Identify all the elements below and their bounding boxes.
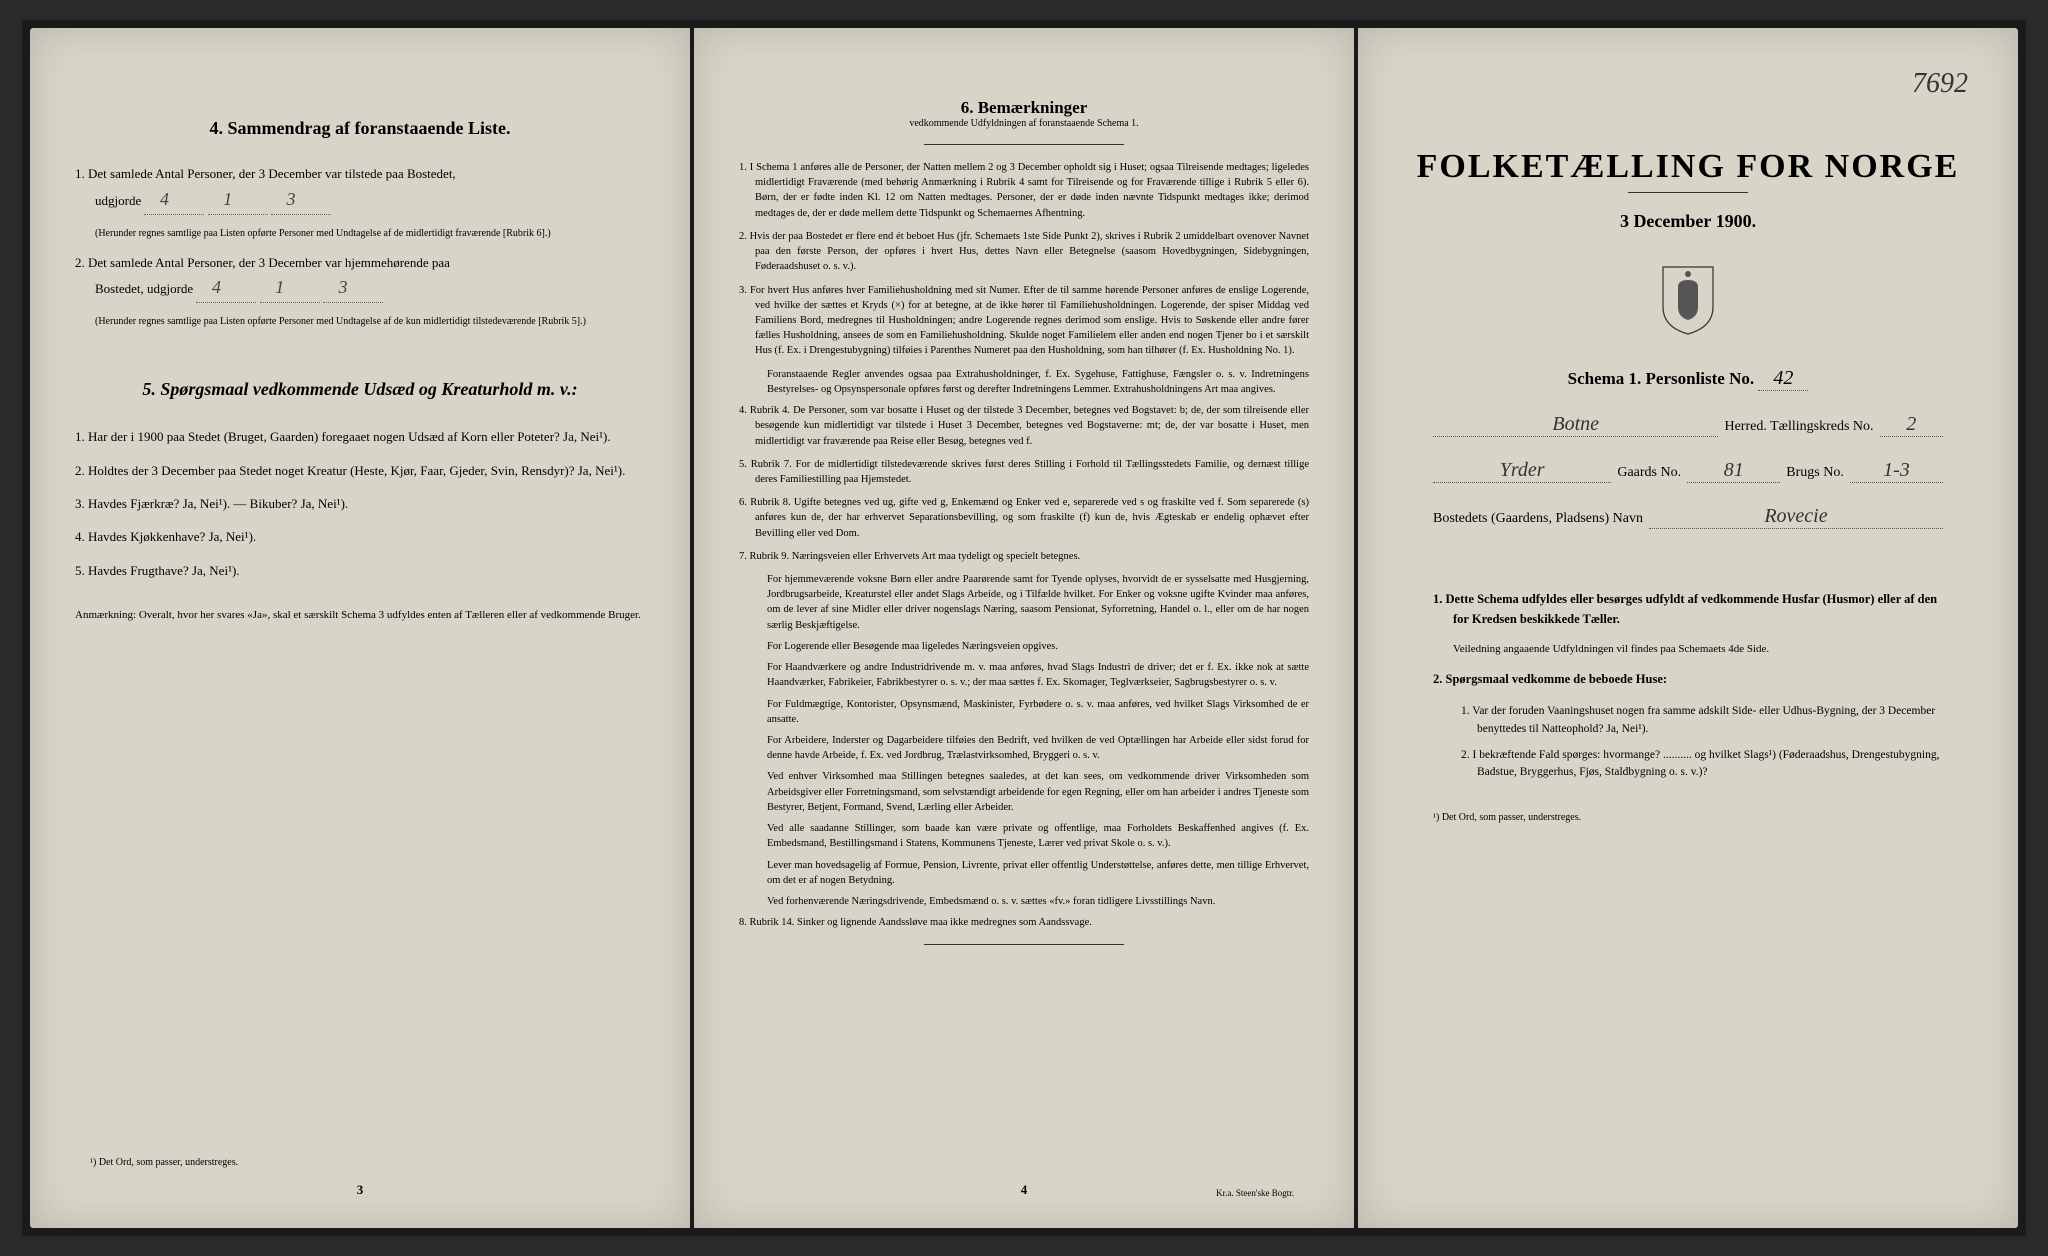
section-4-title: 4. Sammendrag af foranstaaende Liste. [75,118,645,139]
item1-note: (Herunder regnes samtlige paa Listen opf… [95,227,645,241]
page-middle: 6. Bemærkninger vedkommende Udfyldningen… [694,28,1354,1228]
remark-7i: Ved forhenværende Næringsdrivende, Embed… [739,894,1309,909]
count-resident-k: 1 [260,273,320,303]
remark-7b: For Logerende eller Besøgende maa ligele… [739,639,1309,654]
remark-7e: For Arbeidere, Inderster og Dagarbeidere… [739,733,1309,763]
remark-3: 3. For hvert Hus anføres hver Familiehus… [739,283,1309,359]
question-2: 2. Holdtes der 3 December paa Stedet nog… [75,459,645,482]
divider [924,144,1124,145]
schema-heading: Schema 1. Personliste No. 42 [1403,367,1973,391]
herred-row: Botne Herred. Tællingskreds No. 2 [1433,413,1943,437]
remark-6: 6. Rubrik 8. Ugifte betegnes ved ug, gif… [739,495,1309,541]
archive-number: 7692 [1912,68,1968,100]
remark-5: 5. Rubrik 7. For de midlertidigt tilsted… [739,457,1309,487]
document-spread: 4. Sammendrag af foranstaaende Liste. 1.… [22,20,2026,1236]
printer-mark: Kr.a. Steen'ske Bogtr. [1216,1188,1294,1198]
footnote-right: ¹) Det Ord, som passer, understreges. [1433,812,1973,823]
page-number-3: 3 [357,1182,364,1198]
instruction-1-note: Veiledning angaaende Udfyldningen vil fi… [1453,643,1943,655]
summary-item-2: 2. Det samlede Antal Personer, der 3 Dec… [75,253,645,304]
remark-7: 7. Rubrik 9. Næringsveien eller Erhverve… [739,549,1309,564]
divider-bottom [924,944,1124,945]
coat-of-arms-icon [1658,262,1718,337]
personliste-no: 42 [1758,367,1808,391]
question-5: 5. Havdes Frugthave? Ja, Nei¹). [75,559,645,582]
question-1: 1. Har der i 1900 paa Stedet (Bruget, Ga… [75,425,645,448]
section-6-subtitle: vedkommende Udfyldningen af foranstaaend… [739,118,1309,129]
instruction-2-sub1: 1. Var der foruden Vaaningshuset nogen f… [1461,703,1943,739]
remark-7c: For Haandværkere og andre Industridriven… [739,660,1309,690]
census-date: 3 December 1900. [1403,211,1973,232]
anmaerkning: Anmærkning: Overalt, hvor her svares «Ja… [75,607,645,624]
item2-note: (Herunder regnes samtlige paa Listen opf… [95,315,645,329]
count-present-m: 4 [144,185,204,215]
census-title: FOLKETÆLLING FOR NORGE [1403,148,1973,186]
bosted-row: Bostedets (Gaardens, Pladsens) Navn Rove… [1433,505,1943,529]
remark-3b: Foranstaaende Regler anvendes ogsaa paa … [739,367,1309,397]
question-3: 3. Havdes Fjærkræ? Ja, Nei¹). — Bikuber?… [75,492,645,515]
page-left: 4. Sammendrag af foranstaaende Liste. 1.… [30,28,690,1228]
instruction-1: 1. Dette Schema udfyldes eller besørges … [1433,589,1943,629]
summary-item-1: 1. Det samlede Antal Personer, der 3 Dec… [75,164,645,215]
kreds-no: 2 [1880,413,1943,437]
instructions-section: 1. Dette Schema udfyldes eller besørges … [1433,589,1943,782]
gaard-row: Yrder Gaards No. 81 Brugs No. 1-3 [1433,459,1943,483]
count-resident-total: 3 [323,273,383,303]
instruction-2-sub2: 2. I bekræftende Fald spørges: hvormange… [1461,747,1943,783]
question-4: 4. Havdes Kjøkkenhave? Ja, Nei¹). [75,525,645,548]
title-rule [1628,192,1748,193]
remark-7a: For hjemmeværende voksne Børn eller andr… [739,572,1309,633]
remark-7g: Ved alle saadanne Stillinger, som baade … [739,821,1309,851]
section-5-title: 5. Spørgsmaal vedkommende Udsæd og Kreat… [75,379,645,400]
page-right: 7692 FOLKETÆLLING FOR NORGE 3 December 1… [1358,28,2018,1228]
herred-value: Botne [1433,413,1718,437]
bosted-value: Rovecie [1649,505,1943,529]
instruction-2: 2. Spørgsmaal vedkomme de beboede Huse: [1433,669,1943,689]
remark-4: 4. Rubrik 4. De Personer, som var bosatt… [739,403,1309,449]
remark-7d: For Fuldmægtige, Kontorister, Opsynsmænd… [739,697,1309,727]
remark-2: 2. Hvis der paa Bostedet er flere end ét… [739,229,1309,275]
remark-7f: Ved enhver Virksomhed maa Stillingen bet… [739,769,1309,815]
remark-7h: Lever man hovedsagelig af Formue, Pensio… [739,858,1309,888]
count-present-total: 3 [271,185,331,215]
footnote-left: ¹) Det Ord, som passer, understreges. [90,1157,238,1168]
gaard-prefix: Yrder [1433,459,1611,483]
section-6-title: 6. Bemærkninger [739,98,1309,118]
count-present-k: 1 [208,185,268,215]
gaards-no: 81 [1687,459,1780,483]
remark-1: 1. I Schema 1 anføres alle de Personer, … [739,160,1309,221]
brugs-no: 1-3 [1850,459,1943,483]
count-resident-m: 4 [196,273,256,303]
remark-8: 8. Rubrik 14. Sinker og lignende Aandssl… [739,915,1309,930]
page-number-4: 4 [1021,1182,1028,1198]
